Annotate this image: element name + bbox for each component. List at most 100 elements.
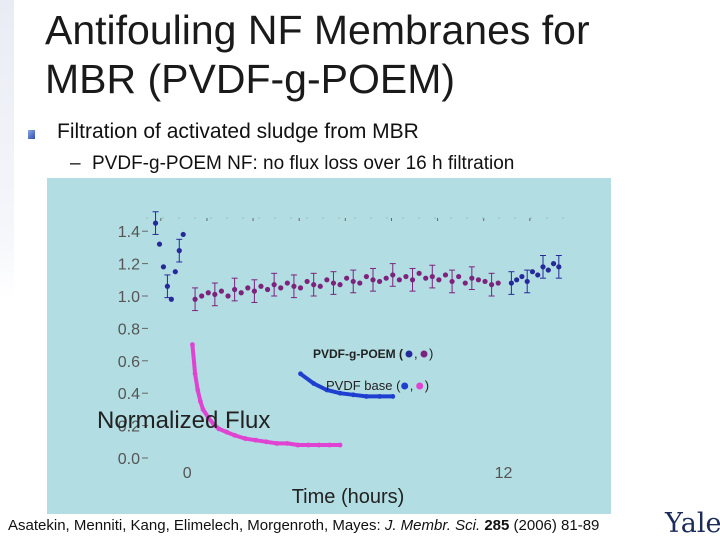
sub-bullet-text: PVDF-g-POEM NF: no flux loss over 16 h f… bbox=[92, 153, 515, 174]
citation-rest: (2006) 81-89 bbox=[509, 517, 600, 534]
data-point bbox=[258, 283, 264, 289]
x-tick-labels: 0 12 bbox=[183, 465, 513, 482]
y-tick-label: 0.4 bbox=[118, 386, 140, 403]
data-point bbox=[495, 280, 501, 286]
legend: PVDF-g-POEM (,) PVDF base (,) bbox=[313, 346, 433, 393]
data-point bbox=[529, 269, 536, 275]
data-point bbox=[442, 272, 449, 278]
data-point bbox=[364, 394, 369, 399]
citation-authors: Asatekin, Menniti, Kang, Elimelech, Morg… bbox=[8, 517, 385, 534]
x-tick-label: 12 bbox=[495, 465, 513, 482]
y-tick-labels: 0.0 0.2 0.4 0.6 0.8 1.0 1.2 1.4 bbox=[118, 224, 148, 468]
data-point bbox=[475, 277, 482, 283]
data-point bbox=[449, 278, 455, 285]
legend-separator: , bbox=[410, 378, 414, 393]
data-point bbox=[429, 273, 435, 280]
data-point bbox=[216, 426, 222, 432]
data-point bbox=[324, 387, 330, 393]
data-point bbox=[330, 280, 337, 286]
chart-background bbox=[47, 178, 611, 514]
data-point bbox=[192, 296, 198, 302]
bullet-square-icon bbox=[28, 130, 35, 139]
data-point bbox=[327, 442, 332, 448]
data-point bbox=[462, 280, 468, 286]
y-tick-label: 1.0 bbox=[118, 289, 140, 306]
data-point bbox=[357, 280, 363, 286]
data-point bbox=[545, 267, 551, 273]
data-point bbox=[550, 261, 557, 267]
y-tick-label: 0.2 bbox=[118, 419, 140, 436]
data-point bbox=[324, 277, 330, 283]
slide-title: Antifouling NF Membranes for MBR (PVDF-g… bbox=[45, 6, 705, 104]
data-point bbox=[377, 394, 382, 399]
data-point bbox=[251, 288, 257, 294]
data-point bbox=[180, 231, 186, 238]
data-point bbox=[176, 248, 182, 254]
data-point bbox=[199, 293, 205, 299]
data-point bbox=[337, 282, 343, 288]
data-point bbox=[376, 278, 383, 285]
y-axis-label: Normalized Flux bbox=[97, 407, 270, 434]
data-point bbox=[370, 277, 376, 283]
data-point bbox=[383, 275, 389, 281]
data-point bbox=[284, 441, 290, 446]
data-point bbox=[311, 381, 317, 386]
legend-swatch bbox=[401, 382, 409, 390]
data-point bbox=[160, 264, 167, 270]
data-point bbox=[212, 291, 218, 297]
data-point bbox=[263, 439, 269, 445]
citation-volume: 285 bbox=[484, 517, 510, 534]
data-point bbox=[192, 371, 198, 377]
data-point bbox=[205, 290, 211, 296]
data-point bbox=[344, 275, 350, 281]
legend-close: ) bbox=[429, 346, 433, 361]
data-point bbox=[519, 273, 525, 280]
data-point bbox=[416, 270, 422, 276]
data-point bbox=[197, 398, 203, 404]
legend-close: ) bbox=[425, 378, 429, 393]
data-point bbox=[311, 282, 317, 288]
x-axis-label: Time (hours) bbox=[292, 486, 405, 508]
data-point bbox=[238, 290, 244, 296]
legend-swatch bbox=[416, 382, 424, 390]
data-point bbox=[253, 437, 259, 443]
data-point bbox=[211, 421, 216, 427]
data-point bbox=[469, 275, 475, 281]
legend-label: PVDF base ( bbox=[326, 378, 401, 393]
data-point bbox=[350, 392, 356, 398]
data-points bbox=[152, 220, 562, 448]
data-point bbox=[156, 241, 163, 247]
chart-axis-ticks bbox=[146, 217, 574, 221]
data-point bbox=[245, 285, 251, 291]
data-point bbox=[350, 278, 356, 285]
data-point bbox=[172, 269, 178, 275]
data-point bbox=[396, 277, 402, 283]
data-point bbox=[291, 283, 297, 289]
data-point bbox=[482, 278, 488, 285]
data-point bbox=[195, 387, 201, 393]
data-point bbox=[535, 272, 541, 278]
data-point bbox=[508, 280, 514, 286]
data-point bbox=[317, 283, 323, 289]
legend-swatch bbox=[420, 350, 428, 358]
data-point bbox=[436, 277, 442, 283]
data-point bbox=[390, 394, 396, 399]
data-point bbox=[456, 273, 462, 280]
data-point bbox=[337, 390, 343, 396]
data-point bbox=[524, 278, 530, 285]
data-point bbox=[556, 264, 562, 270]
data-point bbox=[306, 442, 311, 448]
sub-bullet-dash: – bbox=[70, 153, 81, 174]
data-point bbox=[232, 286, 238, 293]
data-point bbox=[232, 432, 238, 438]
slide-accent-bar bbox=[0, 0, 14, 300]
data-point bbox=[274, 441, 280, 446]
data-point bbox=[205, 415, 211, 420]
y-tick-label: 0.6 bbox=[118, 354, 140, 371]
data-point bbox=[218, 288, 225, 294]
x-tick-label: 0 bbox=[183, 465, 192, 482]
data-point bbox=[152, 220, 159, 226]
data-point bbox=[304, 278, 310, 285]
data-point bbox=[423, 275, 429, 281]
